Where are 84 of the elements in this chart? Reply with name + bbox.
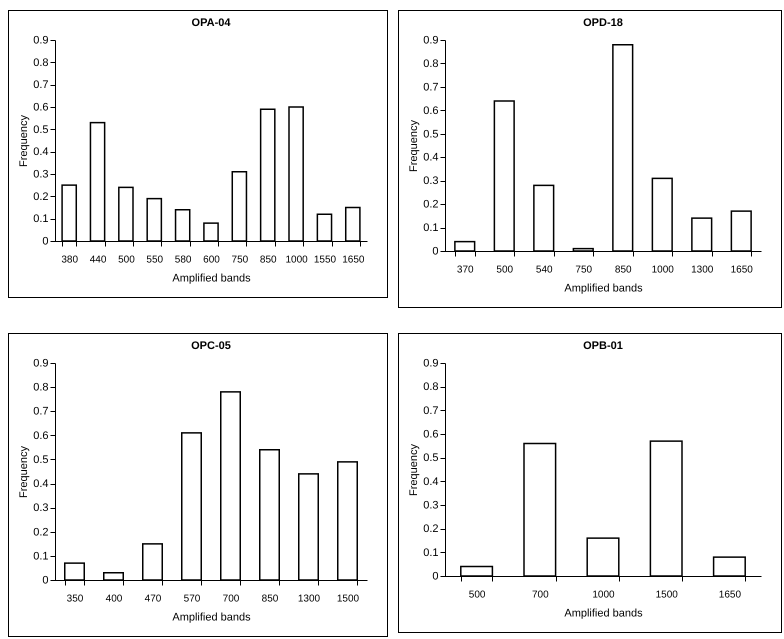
x-tick-label: 850: [262, 594, 279, 604]
y-tick-label: 0.5: [33, 454, 48, 466]
x-tick-label: 600: [203, 254, 220, 266]
y-tick-label: 0.9: [423, 358, 438, 370]
y-tick-label: 0.6: [33, 430, 48, 442]
y-tick-label: 0.5: [423, 128, 438, 140]
x-tick-label: 1650: [718, 590, 742, 600]
y-tick-label: 0: [432, 570, 438, 582]
y-tick-label: 0: [42, 574, 48, 586]
x-tick-label: 700: [222, 594, 240, 604]
y-tick-label: 0.8: [33, 382, 48, 394]
x-tick-label: 440: [90, 254, 107, 266]
y-tick-label: 0.8: [423, 58, 438, 70]
x-tick-label: 500: [118, 254, 136, 266]
x-tick-label: 750: [232, 254, 249, 266]
y-tick-label: 0.1: [423, 222, 438, 234]
y-tick-label: 0.4: [423, 152, 438, 164]
y-axis-title: Frequency: [408, 120, 420, 172]
x-tick-label: 1000: [592, 590, 616, 600]
y-tick-label: 0.7: [423, 81, 438, 94]
x-tick-label: 370: [456, 264, 474, 276]
x-axis-title: Amplified bands: [564, 608, 644, 620]
y-axis-title: Frequency: [18, 114, 30, 167]
x-tick-label: 750: [575, 264, 593, 276]
y-tick-label: 0.1: [423, 546, 438, 559]
x-tick-label: 1300: [298, 594, 321, 604]
y-tick-label: 0.2: [423, 198, 438, 211]
y-tick-label: 0.4: [33, 146, 48, 158]
x-tick-label: 500: [496, 264, 514, 276]
chart-title: OPC-05: [191, 340, 231, 352]
y-tick-label: 0.7: [423, 404, 438, 417]
y-tick-label: 0.6: [33, 102, 48, 114]
x-tick-label: 1650: [730, 264, 754, 276]
x-tick-label: 850: [614, 264, 632, 276]
x-tick-label: 1300: [691, 264, 714, 276]
x-axis-title: Amplified bands: [564, 282, 644, 294]
x-tick-label: 380: [61, 254, 78, 266]
x-tick-label: 850: [260, 254, 278, 266]
y-tick-label: 0.1: [33, 550, 48, 562]
y-tick-label: 0.6: [423, 104, 438, 117]
x-tick-label: 400: [106, 594, 123, 604]
chart-title: OPA-04: [192, 17, 232, 29]
x-tick-label: 1000: [285, 254, 308, 266]
y-tick-label: 0: [432, 246, 438, 258]
chart-title: OPB-01: [583, 340, 623, 352]
x-tick-label: 700: [532, 590, 550, 600]
y-axis-title: Frequency: [18, 446, 30, 498]
y-tick-label: 0.7: [33, 406, 48, 418]
y-tick-label: 0.7: [33, 79, 48, 92]
x-tick-label: 1500: [336, 594, 360, 604]
y-tick-label: 0.8: [33, 56, 48, 69]
y-tick-label: 0.3: [33, 502, 48, 514]
x-tick-label: 350: [66, 594, 84, 604]
x-tick-label: 500: [468, 590, 486, 600]
y-tick-label: 0.2: [33, 526, 48, 538]
chart-title: OPD-18: [583, 17, 623, 29]
x-tick-label: 550: [146, 254, 164, 266]
y-tick-label: 0.4: [423, 476, 438, 488]
y-tick-label: 0.8: [423, 381, 438, 394]
y-tick-label: 0: [42, 236, 48, 248]
x-axis-title: Amplified bands: [172, 612, 252, 624]
y-tick-label: 0.3: [423, 175, 438, 188]
x-tick-label: 1650: [342, 254, 365, 266]
x-tick-label: 1500: [656, 590, 678, 600]
x-tick-label: 580: [174, 254, 192, 266]
y-tick-label: 0.9: [423, 34, 438, 46]
y-tick-label: 0.5: [423, 452, 438, 464]
y-tick-label: 0.4: [33, 478, 48, 490]
y-tick-label: 0.2: [423, 523, 438, 536]
x-tick-label: 570: [184, 594, 201, 604]
y-tick-label: 0.9: [33, 358, 48, 370]
y-axis-title: Frequency: [408, 444, 420, 496]
x-tick-label: 1550: [314, 254, 337, 266]
y-tick-label: 0.3: [33, 168, 48, 180]
y-tick-label: 0.1: [33, 213, 48, 226]
y-tick-label: 0.5: [33, 124, 48, 136]
x-tick-label: 1000: [652, 264, 674, 276]
y-tick-label: 0.3: [423, 500, 438, 512]
y-tick-label: 0.9: [33, 34, 48, 46]
y-tick-label: 0.6: [423, 428, 438, 440]
x-tick-label: 470: [144, 594, 162, 604]
x-tick-label: 540: [536, 264, 554, 276]
y-tick-label: 0.2: [33, 190, 48, 203]
x-axis-title: Amplified bands: [172, 272, 252, 284]
